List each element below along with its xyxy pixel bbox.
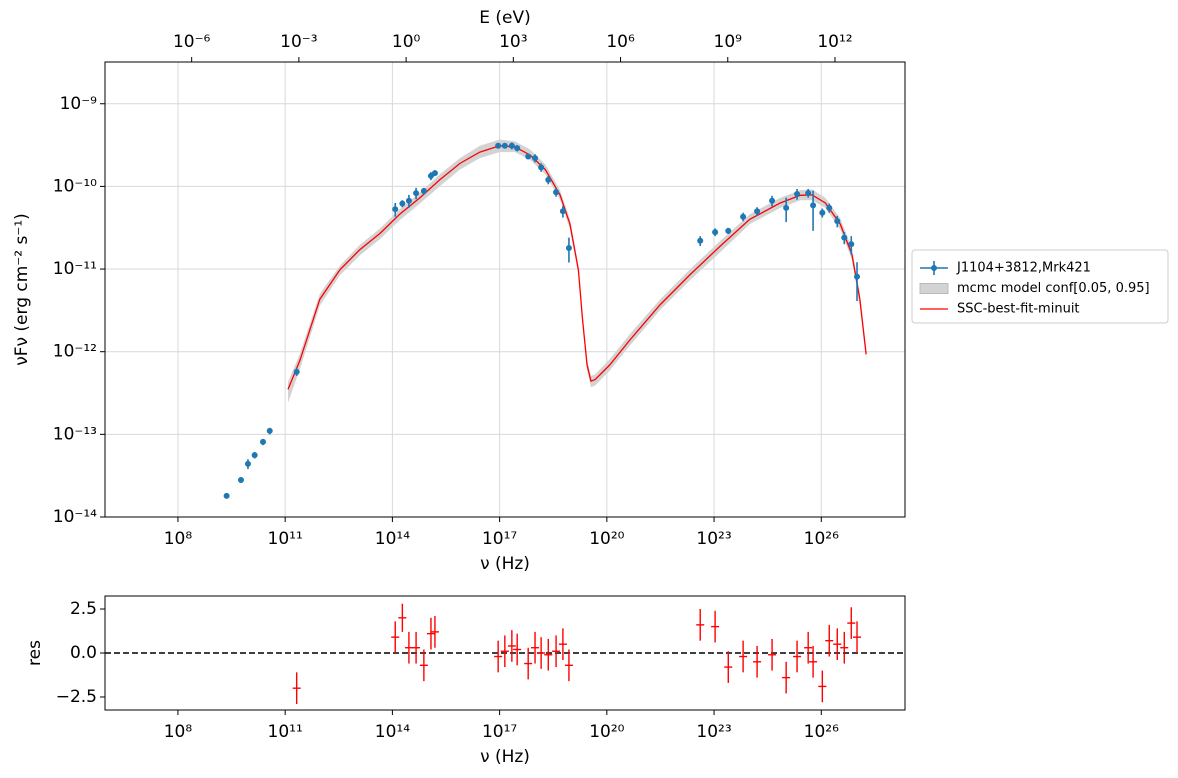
y-tick-label: 10⁻¹⁰ bbox=[53, 176, 97, 196]
data-point bbox=[769, 197, 776, 204]
x-tick-label: 10¹¹ bbox=[268, 722, 303, 742]
data-point bbox=[545, 176, 552, 183]
x-tick-label: 10⁸ bbox=[164, 722, 193, 742]
data-point bbox=[697, 237, 704, 244]
data-point bbox=[819, 209, 826, 216]
x-axis-label: ν (Hz) bbox=[480, 747, 530, 767]
data-point bbox=[501, 142, 508, 149]
data-point bbox=[810, 202, 817, 209]
data-point bbox=[532, 155, 539, 162]
y-tick-label: 0.0 bbox=[70, 643, 97, 663]
data-point bbox=[794, 190, 801, 197]
data-point bbox=[805, 190, 812, 197]
confidence-band bbox=[287, 139, 867, 403]
x-tick-label: 10²⁰ bbox=[589, 529, 624, 549]
y-axis-label: νFν (erg cm⁻² s⁻¹) bbox=[12, 213, 32, 366]
legend-swatch bbox=[919, 283, 949, 294]
data-point bbox=[854, 273, 861, 280]
data-point bbox=[413, 190, 420, 197]
y-tick-label: 10⁻¹² bbox=[53, 342, 97, 362]
data-point bbox=[559, 208, 566, 215]
y-tick-label: 10⁻¹⁴ bbox=[53, 507, 97, 527]
data-point bbox=[712, 229, 719, 236]
x-axis-label: ν (Hz) bbox=[480, 554, 530, 574]
x-tick-label: 10²⁶ bbox=[804, 529, 839, 549]
data-point bbox=[740, 213, 747, 220]
x2-tick-label: 10¹² bbox=[817, 32, 852, 52]
x2-tick-label: 10⁶ bbox=[606, 32, 635, 52]
data-point bbox=[392, 206, 399, 213]
data-point bbox=[848, 241, 855, 248]
y-axis-label: res bbox=[25, 640, 45, 666]
legend-swatch bbox=[931, 265, 937, 271]
legend-label: mcmc model conf[0.05, 0.95] bbox=[957, 281, 1150, 296]
x-tick-label: 10¹⁷ bbox=[482, 529, 517, 549]
x-tick-label: 10²⁰ bbox=[589, 722, 624, 742]
legend-label: SSC-best-fit-minuit bbox=[957, 302, 1080, 317]
legend-label: J1104+3812,Mrk421 bbox=[956, 261, 1091, 276]
y-tick-label: −2.5 bbox=[56, 687, 97, 707]
x2-tick-label: 10⁹ bbox=[714, 32, 743, 52]
x-tick-label: 10¹¹ bbox=[268, 529, 303, 549]
x-tick-label: 10¹⁷ bbox=[482, 722, 517, 742]
data-point bbox=[237, 477, 244, 484]
data-point bbox=[508, 142, 515, 149]
y-tick-label: 10⁻¹³ bbox=[53, 424, 97, 444]
data-point bbox=[553, 189, 560, 196]
data-point bbox=[725, 227, 732, 234]
x2-tick-label: 10³ bbox=[499, 32, 527, 52]
data-point bbox=[834, 218, 841, 225]
x-tick-label: 10²³ bbox=[696, 722, 731, 742]
axes-frame bbox=[104, 61, 906, 518]
x2-tick-label: 10⁻⁶ bbox=[173, 32, 211, 52]
data-point bbox=[565, 244, 572, 251]
x2-axis-label: E (eV) bbox=[479, 8, 531, 28]
y-tick-label: 2.5 bbox=[70, 599, 97, 619]
data-point bbox=[244, 460, 251, 467]
data-point bbox=[420, 187, 427, 194]
data-point bbox=[223, 492, 230, 499]
axes-frame bbox=[104, 595, 906, 711]
x-tick-label: 10¹⁴ bbox=[375, 529, 410, 549]
y-tick-label: 10⁻⁹ bbox=[60, 94, 98, 114]
data-point bbox=[754, 208, 761, 215]
data-point bbox=[399, 200, 406, 207]
data-point bbox=[431, 170, 438, 177]
plot-area bbox=[223, 139, 867, 499]
data-point bbox=[251, 452, 258, 459]
data-point bbox=[514, 145, 521, 152]
data-point bbox=[495, 142, 502, 149]
data-point bbox=[826, 204, 833, 211]
x-tick-label: 10²⁶ bbox=[804, 722, 839, 742]
legend-box bbox=[911, 249, 1169, 324]
model-line bbox=[287, 145, 867, 390]
data-point bbox=[266, 427, 273, 434]
x2-tick-label: 10⁻³ bbox=[280, 32, 317, 52]
x2-tick-label: 10⁰ bbox=[392, 32, 421, 52]
data-point bbox=[538, 164, 545, 171]
x-tick-label: 10⁸ bbox=[164, 529, 193, 549]
data-point bbox=[260, 438, 267, 445]
data-point bbox=[783, 204, 790, 211]
x-tick-label: 10¹⁴ bbox=[375, 722, 410, 742]
x-tick-label: 10²³ bbox=[696, 529, 731, 549]
y-tick-label: 10⁻¹¹ bbox=[53, 259, 97, 279]
data-point bbox=[293, 368, 300, 375]
data-point bbox=[405, 197, 412, 204]
data-point bbox=[841, 234, 848, 241]
data-point bbox=[525, 153, 532, 160]
